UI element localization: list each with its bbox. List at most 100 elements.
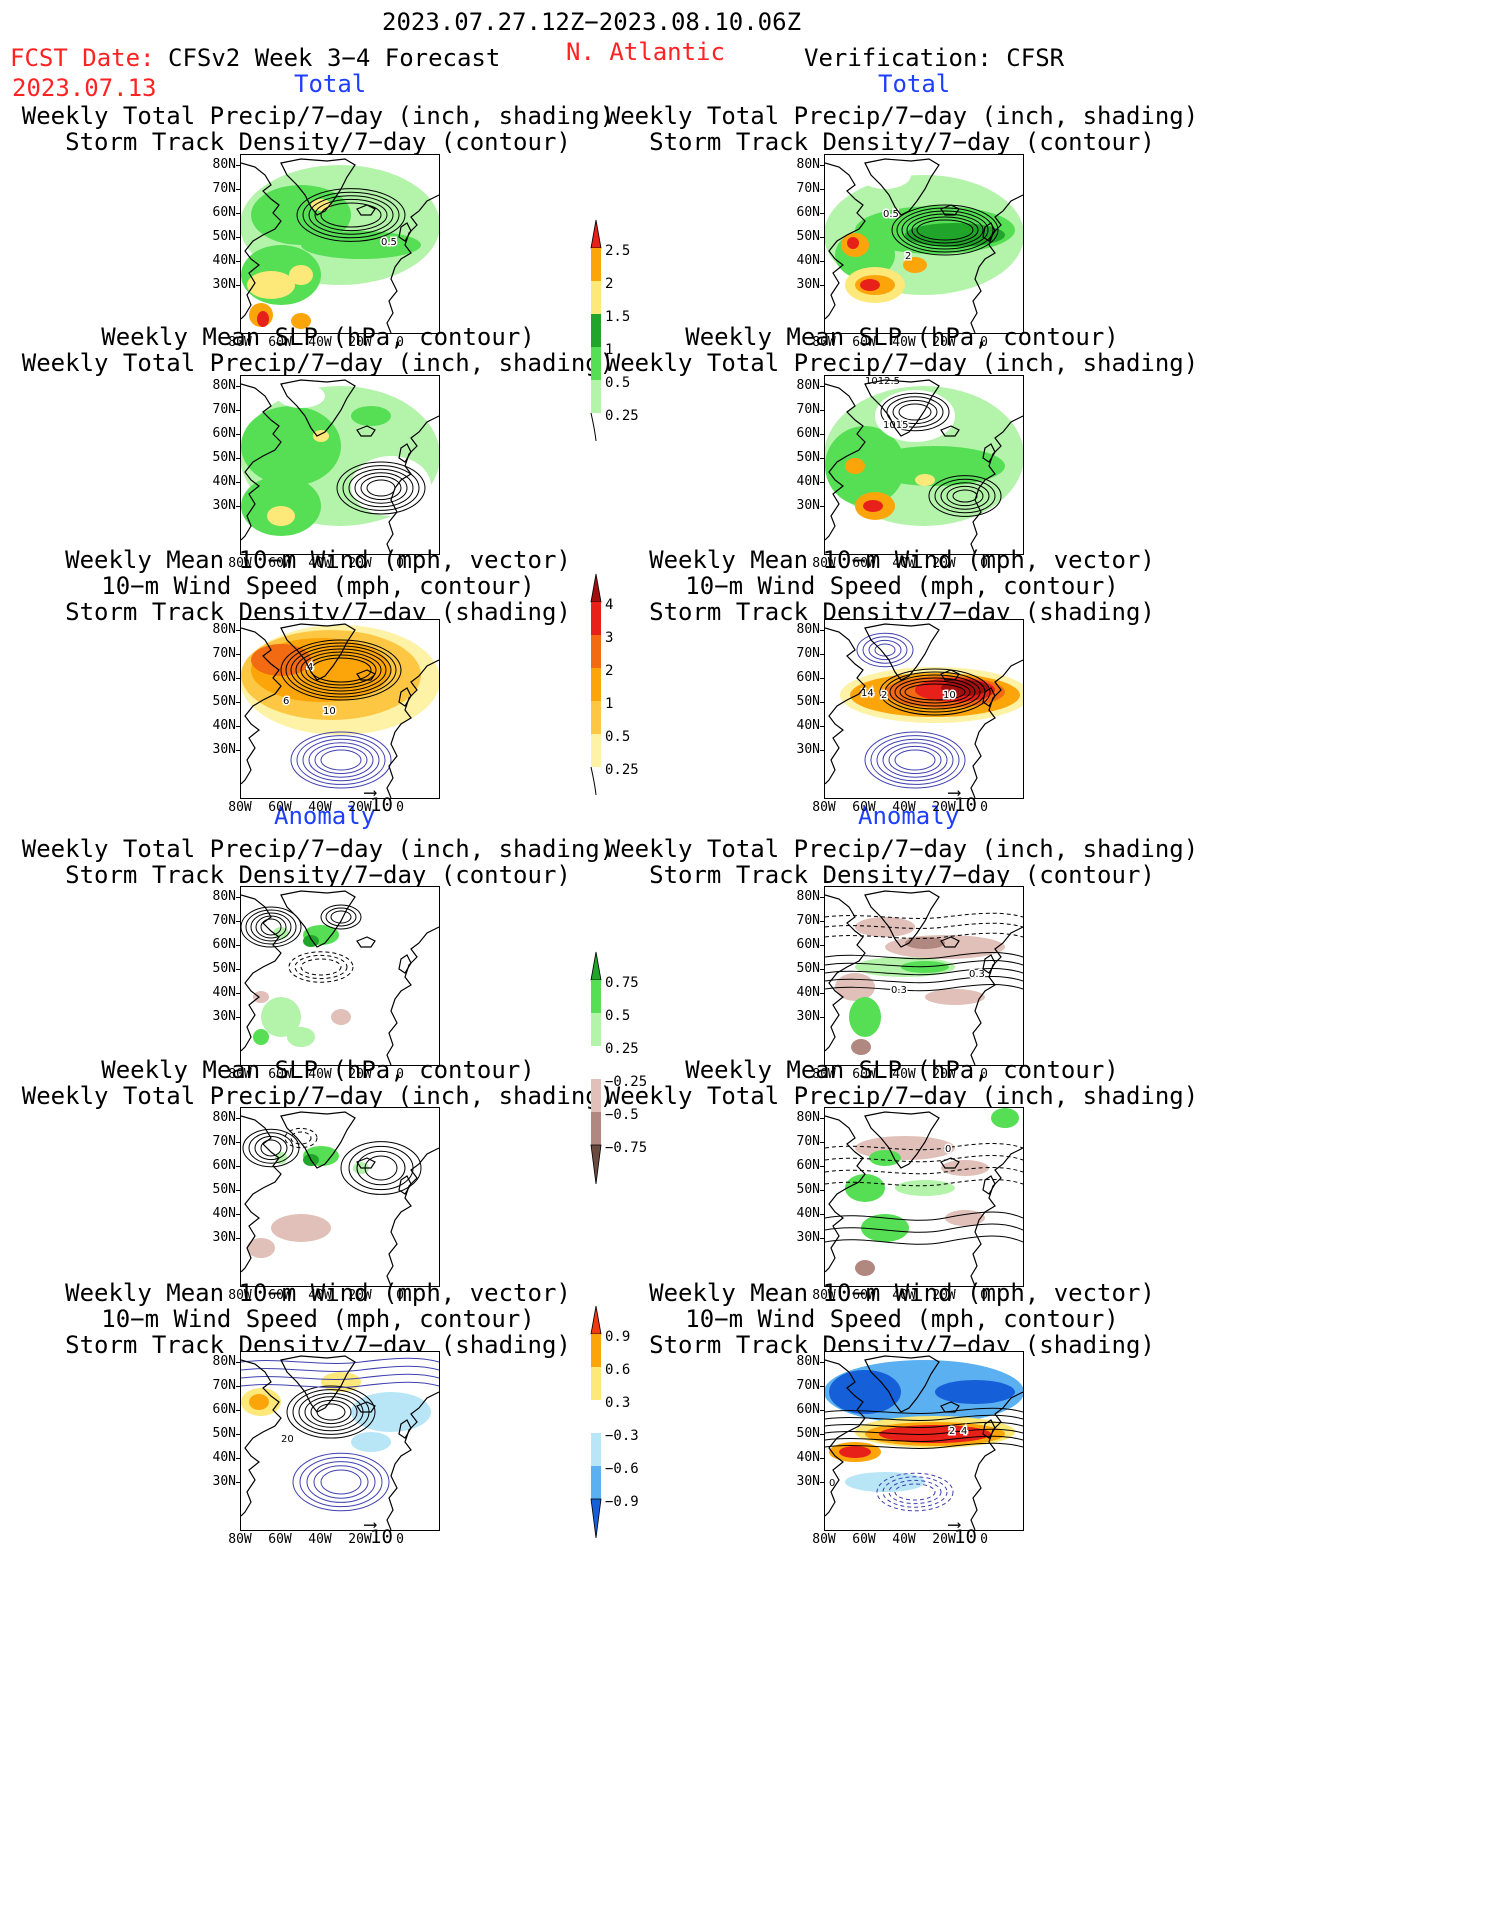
lat-tick-label: 50N xyxy=(212,694,236,709)
lat-tick-label: 80N xyxy=(212,378,236,393)
vector-reference-label: 10 xyxy=(954,1526,977,1548)
panel-title-line: 10−m Wind Speed (mph, contour) xyxy=(685,572,1119,600)
colorbar-label: −0.9 xyxy=(605,1494,639,1510)
panel-title-line: 10−m Wind Speed (mph, contour) xyxy=(685,1305,1119,1333)
colorbar-segment xyxy=(591,1433,601,1466)
vector-reference-label: 10 xyxy=(370,794,393,816)
lat-tick-label: 30N xyxy=(796,742,820,757)
tick-mark xyxy=(820,285,824,286)
tick-mark xyxy=(236,678,240,679)
tick-mark xyxy=(236,1482,240,1483)
tick-mark xyxy=(236,506,240,507)
tick-mark xyxy=(820,726,824,727)
lat-tick-label: 70N xyxy=(212,913,236,928)
tick-mark xyxy=(820,702,824,703)
lat-tick-label: 80N xyxy=(796,1110,820,1125)
tick-mark xyxy=(820,1166,824,1167)
panel-title-line: Weekly Total Precip/7−day (inch, shading… xyxy=(605,349,1199,377)
vector-reference-label: 10 xyxy=(954,794,977,816)
lat-tick-label: 50N xyxy=(796,1182,820,1197)
tick-mark xyxy=(820,1118,824,1119)
lon-tick-label: 40W xyxy=(308,556,332,571)
tick-mark xyxy=(820,969,824,970)
map-panel: 0.3 0.3 xyxy=(824,886,1024,1066)
lon-tick-label: 20W xyxy=(348,1532,372,1547)
lat-tick-label: 50N xyxy=(796,1426,820,1441)
colorbar-label: 1 xyxy=(605,342,614,358)
lon-tick-label: 20W xyxy=(932,335,956,350)
map-panel: 0 xyxy=(824,1107,1024,1287)
tick-mark xyxy=(820,213,824,214)
lat-tick-label: 30N xyxy=(212,277,236,292)
lon-tick-label: 20W xyxy=(348,335,372,350)
contour-label: 6 xyxy=(283,696,289,707)
lon-tick-label: 0 xyxy=(396,1532,404,1547)
colorbar-segment xyxy=(591,1046,601,1079)
lon-tick-label: 40W xyxy=(308,1288,332,1303)
contour-label: 0.3 xyxy=(969,969,985,980)
section-total-left: Total xyxy=(294,70,367,98)
contour-label: 0 xyxy=(945,1144,951,1155)
fcst-date-label: FCST Date: xyxy=(10,44,155,72)
colorbar-segment xyxy=(591,281,601,314)
panel-title-line: Weekly Mean SLP (hPa, contour) xyxy=(685,1056,1119,1084)
tick-mark xyxy=(236,237,240,238)
panel-title-line: Weekly Mean 10−m Wind (mph, vector) xyxy=(65,1279,571,1307)
verification-title: Verification: CFSR xyxy=(804,44,1065,72)
colorbar-segment xyxy=(591,980,601,1013)
tick-mark xyxy=(236,654,240,655)
colorbar-label: 0.9 xyxy=(605,1329,631,1345)
lon-tick-label: 40W xyxy=(892,1067,916,1082)
lat-tick-label: 80N xyxy=(796,622,820,637)
lon-tick-label: 20W xyxy=(932,556,956,571)
colorbar-label: 0.25 xyxy=(605,1041,639,1057)
lon-tick-label: 0 xyxy=(980,556,988,571)
panel-title-line: Weekly Mean 10−m Wind (mph, vector) xyxy=(649,1279,1155,1307)
lon-tick-label: 40W xyxy=(308,1067,332,1082)
lon-tick-label: 60W xyxy=(852,1288,876,1303)
lat-tick-label: 40N xyxy=(212,718,236,733)
tick-mark xyxy=(820,386,824,387)
lat-tick-label: 30N xyxy=(796,1230,820,1245)
vector-reference-label: 10 xyxy=(370,1526,393,1548)
contour-label: 10 xyxy=(943,690,956,701)
lat-tick-label: 70N xyxy=(796,913,820,928)
tick-mark xyxy=(236,945,240,946)
tick-mark xyxy=(820,1458,824,1459)
tick-mark xyxy=(820,1142,824,1143)
lat-tick-label: 30N xyxy=(212,742,236,757)
lon-tick-label: 20W xyxy=(348,1288,372,1303)
lon-tick-label: 80W xyxy=(812,1532,836,1547)
tick-mark xyxy=(236,213,240,214)
lat-tick-label: 60N xyxy=(796,426,820,441)
panel-title: Weekly Total Precip/7−day (inch, shading… xyxy=(582,103,1222,155)
tick-mark xyxy=(820,1238,824,1239)
section-anomaly-right: Anomaly xyxy=(858,802,960,830)
map-panel: 0.5 xyxy=(240,154,440,334)
panel-title-line: Storm Track Density/7−day (contour) xyxy=(649,861,1155,889)
panel-title: Weekly Mean SLP (hPa, contour) Weekly Tot… xyxy=(0,1057,638,1109)
map-panel xyxy=(240,375,440,555)
lat-tick-label: 50N xyxy=(796,450,820,465)
lat-tick-label: 30N xyxy=(796,498,820,513)
colorbar-label: 1 xyxy=(605,696,614,712)
lon-tick-label: 20W xyxy=(932,800,956,815)
lon-tick-label: 60W xyxy=(852,335,876,350)
lon-tick-label: 80W xyxy=(812,556,836,571)
lat-tick-label: 40N xyxy=(212,985,236,1000)
lat-tick-label: 30N xyxy=(212,1230,236,1245)
tick-mark xyxy=(820,1017,824,1018)
tick-mark xyxy=(236,1142,240,1143)
tick-mark xyxy=(236,285,240,286)
tick-mark xyxy=(236,1166,240,1167)
contour-label: 2 xyxy=(881,690,887,701)
lat-tick-label: 60N xyxy=(796,937,820,952)
colorbar-segment xyxy=(591,635,601,668)
lon-tick-label: 80W xyxy=(228,335,252,350)
panel-title: Weekly Total Precip/7−day (inch, shading… xyxy=(0,836,638,888)
tick-mark xyxy=(820,506,824,507)
lon-tick-label: 20W xyxy=(348,800,372,815)
tick-mark xyxy=(236,750,240,751)
panel-title-line: Weekly Total Precip/7−day (inch, shading… xyxy=(21,349,615,377)
